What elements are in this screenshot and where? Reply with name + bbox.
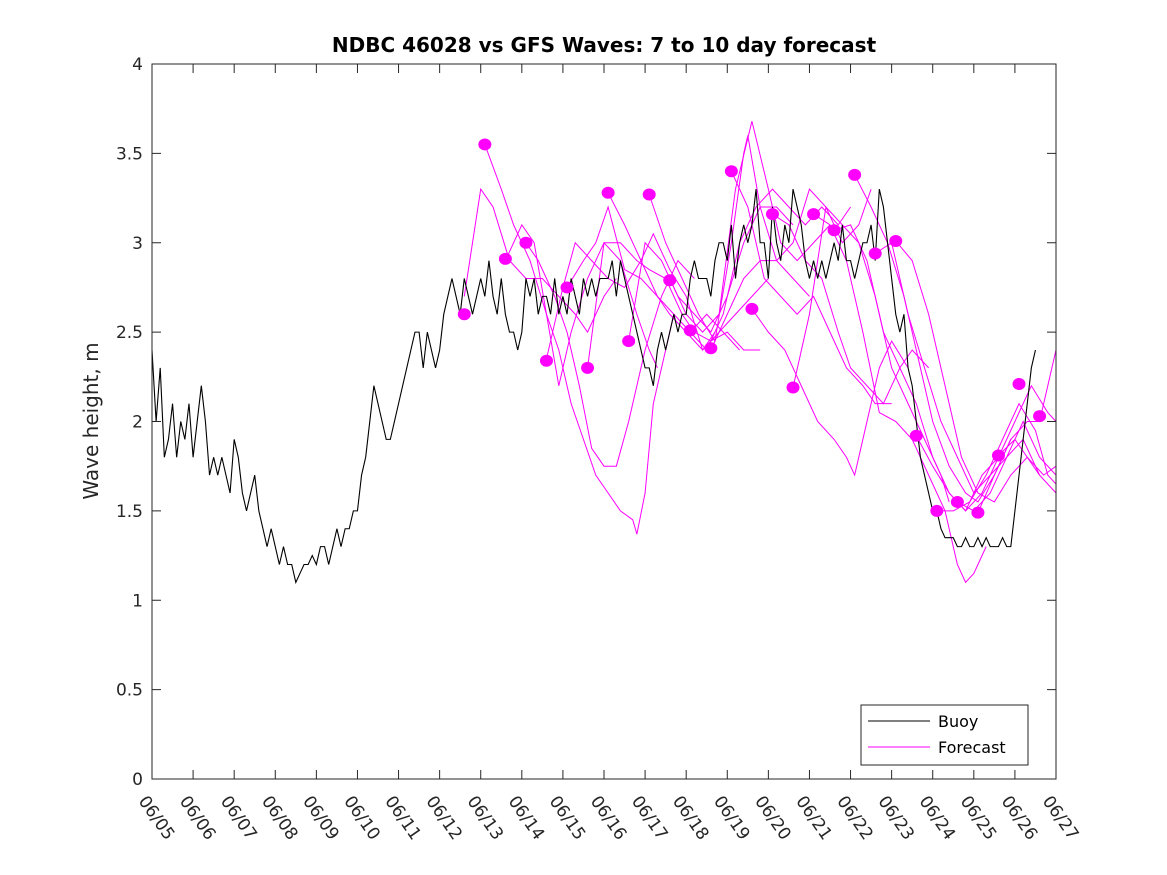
forecast-marker-24 bbox=[950, 495, 964, 508]
forecast-lines bbox=[463, 121, 1057, 584]
forecast-line-3 bbox=[525, 242, 695, 467]
forecast-line-25 bbox=[977, 349, 1057, 513]
y-tick-label: 1.5 bbox=[116, 502, 143, 522]
y-tick-label: 0 bbox=[132, 770, 143, 790]
forecast-marker-21 bbox=[889, 234, 903, 247]
forecast-line-9 bbox=[648, 135, 810, 343]
chart-title: NDBC 46028 vs GFS Waves: 7 to 10 day for… bbox=[332, 33, 877, 57]
legend-forecast-label: Forecast bbox=[938, 738, 1006, 757]
forecast-marker-3 bbox=[519, 236, 533, 249]
forecast-marker-26 bbox=[991, 449, 1005, 462]
plot-area bbox=[151, 63, 1057, 780]
forecast-marker-18 bbox=[827, 224, 841, 237]
forecast-marker-17 bbox=[807, 208, 821, 221]
forecast-marker-8 bbox=[622, 335, 636, 348]
forecast-marker-15 bbox=[765, 208, 779, 221]
forecast-line-5 bbox=[566, 205, 740, 351]
forecast-marker-9 bbox=[642, 188, 656, 201]
y-tick-label: 3.5 bbox=[116, 144, 143, 164]
forecast-marker-7 bbox=[601, 186, 615, 199]
forecast-marker-28 bbox=[1033, 410, 1047, 423]
y-tick-label: 0.5 bbox=[116, 681, 143, 701]
forecast-marker-11 bbox=[683, 324, 697, 337]
forecast-marker-22 bbox=[909, 429, 923, 442]
forecast-marker-5 bbox=[560, 281, 574, 294]
forecast-marker-1 bbox=[478, 138, 492, 151]
forecast-line-11 bbox=[689, 188, 851, 351]
forecast-line-2 bbox=[504, 223, 675, 535]
forecast-line-6 bbox=[587, 242, 761, 368]
forecast-marker-20 bbox=[868, 247, 882, 260]
forecast-marker-27 bbox=[1012, 377, 1026, 390]
y-tick-label: 2 bbox=[132, 413, 143, 433]
forecast-marker-10 bbox=[663, 274, 677, 287]
forecast-line-1 bbox=[484, 144, 658, 386]
forecast-marker-19 bbox=[848, 168, 862, 181]
forecast-marker-13 bbox=[724, 165, 738, 178]
legend-buoy-label: Buoy bbox=[938, 712, 978, 731]
forecast-line-8 bbox=[628, 206, 794, 342]
forecast-line-23 bbox=[936, 402, 1057, 512]
forecast-marker-23 bbox=[930, 504, 944, 517]
forecast-line-20 bbox=[874, 241, 1041, 494]
forecast-line-26 bbox=[998, 438, 1057, 494]
buoy-line bbox=[151, 189, 1036, 585]
legend: Buoy Forecast bbox=[860, 704, 1029, 766]
forecast-markers bbox=[457, 138, 1047, 519]
forecast-marker-25 bbox=[971, 506, 985, 519]
forecast-line-14 bbox=[751, 308, 909, 477]
forecast-line-15 bbox=[772, 213, 929, 405]
y-axis-label: Wave height, m bbox=[79, 342, 103, 499]
forecast-line-21 bbox=[895, 240, 1057, 503]
legend-box bbox=[860, 704, 1029, 766]
y-tick-label: 4 bbox=[132, 55, 143, 75]
forecast-marker-4 bbox=[539, 354, 553, 367]
forecast-line-0 bbox=[463, 187, 617, 334]
forecast-line-19 bbox=[854, 174, 1012, 503]
forecast-marker-16 bbox=[786, 381, 800, 394]
y-tick-label: 2.5 bbox=[116, 323, 143, 343]
forecast-marker-14 bbox=[745, 302, 759, 315]
axes-background bbox=[152, 64, 1056, 779]
forecast-marker-6 bbox=[581, 361, 595, 374]
forecast-line-13 bbox=[730, 171, 892, 405]
buoy-series-line bbox=[151, 189, 1036, 585]
y-tick-label: 3 bbox=[132, 234, 143, 254]
forecast-marker-12 bbox=[704, 342, 718, 355]
forecast-line-12 bbox=[710, 188, 872, 351]
forecast-marker-0 bbox=[457, 308, 471, 321]
forecast-marker-2 bbox=[498, 252, 512, 265]
y-axis: 0 0.5 1 1.5 2 2.5 3 3.5 4 bbox=[116, 55, 1056, 790]
y-tick-label: 1 bbox=[132, 591, 143, 611]
